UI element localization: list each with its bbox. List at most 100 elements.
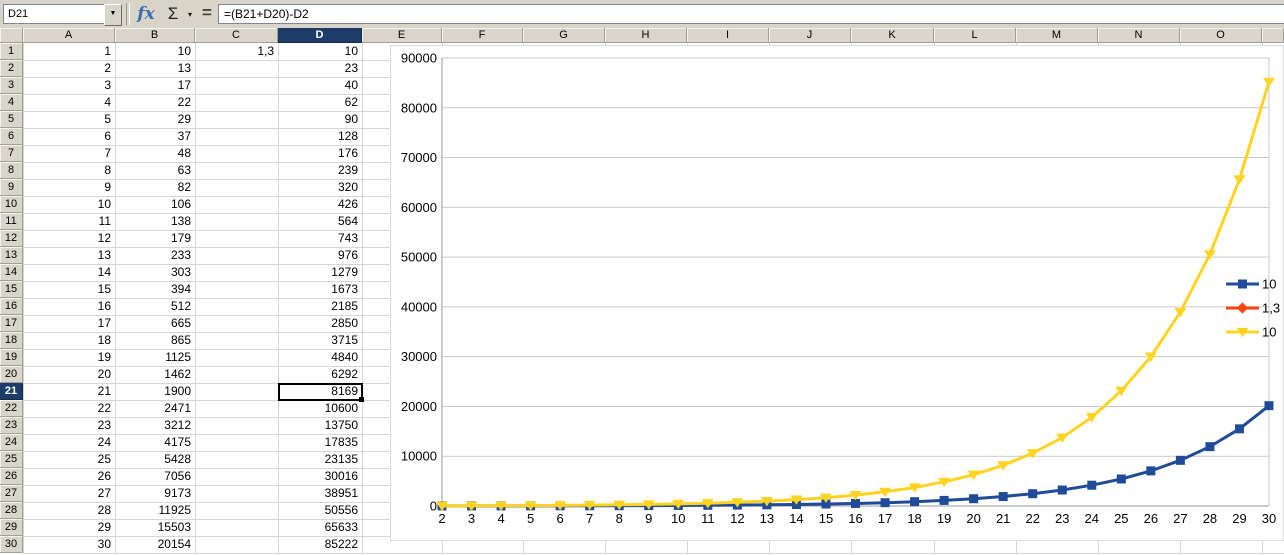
column-header-L[interactable]: L xyxy=(934,28,1016,43)
column-header-O[interactable]: O xyxy=(1180,28,1262,43)
cell-D6[interactable]: 128 xyxy=(337,129,358,143)
row-header-2[interactable]: 2 xyxy=(0,60,23,77)
cell-B10[interactable]: 106 xyxy=(170,197,191,211)
row-header-25[interactable]: 25 xyxy=(0,451,23,468)
cell-D12[interactable]: 743 xyxy=(337,231,358,245)
cell-A10[interactable]: 10 xyxy=(97,197,111,211)
column-header-A[interactable]: A xyxy=(23,28,115,43)
cell-D5[interactable]: 90 xyxy=(344,112,358,126)
cell-A14[interactable]: 14 xyxy=(97,265,111,279)
row-header-13[interactable]: 13 xyxy=(0,247,23,264)
cell-D15[interactable]: 1673 xyxy=(331,282,358,296)
formula-input[interactable]: =(B21+D20)-D2 xyxy=(218,4,1284,24)
cell-A18[interactable]: 18 xyxy=(97,333,111,347)
cell-A17[interactable]: 17 xyxy=(97,316,111,330)
cell-D28[interactable]: 50556 xyxy=(324,503,358,517)
cell-A28[interactable]: 28 xyxy=(97,503,111,517)
cell-A5[interactable]: 5 xyxy=(104,112,111,126)
cell-B29[interactable]: 15503 xyxy=(157,520,191,534)
cell-B26[interactable]: 7056 xyxy=(164,469,191,483)
cell-D20[interactable]: 6292 xyxy=(331,367,358,381)
row-header-22[interactable]: 22 xyxy=(0,400,23,417)
column-header-cut[interactable] xyxy=(1262,28,1284,43)
cell-D10[interactable]: 426 xyxy=(337,197,358,211)
cell-A22[interactable]: 22 xyxy=(97,401,111,415)
cell-D27[interactable]: 38951 xyxy=(324,486,358,500)
cell-B13[interactable]: 233 xyxy=(170,248,191,262)
cell-B23[interactable]: 3212 xyxy=(164,418,191,432)
cell-B16[interactable]: 512 xyxy=(170,299,191,313)
cell-A23[interactable]: 23 xyxy=(97,418,111,432)
row-header-18[interactable]: 18 xyxy=(0,332,23,349)
row-header-19[interactable]: 19 xyxy=(0,349,23,366)
row-header-4[interactable]: 4 xyxy=(0,94,23,111)
cell-A8[interactable]: 8 xyxy=(104,163,111,177)
row-header-28[interactable]: 28 xyxy=(0,502,23,519)
cell-A11[interactable]: 11 xyxy=(98,214,111,228)
cell-A20[interactable]: 20 xyxy=(97,367,111,381)
cell-D21[interactable]: 8169 xyxy=(331,384,358,398)
cell-B22[interactable]: 2471 xyxy=(164,401,191,415)
cell-A15[interactable]: 15 xyxy=(97,282,111,296)
cell-A3[interactable]: 3 xyxy=(104,78,111,92)
chart[interactable]: 0 10000 20000 30000 40000 50000 60000 70000 8000… xyxy=(390,45,1284,541)
sum-icon[interactable]: Σ xyxy=(167,4,179,23)
cell-D19[interactable]: 4840 xyxy=(331,350,358,364)
cell-B2[interactable]: 13 xyxy=(177,61,191,75)
cell-D22[interactable]: 10600 xyxy=(324,401,358,415)
row-header-6[interactable]: 6 xyxy=(0,128,23,145)
row-header-20[interactable]: 20 xyxy=(0,366,23,383)
cell-B20[interactable]: 1462 xyxy=(164,367,191,381)
cell-D8[interactable]: 239 xyxy=(337,163,358,177)
cell-D26[interactable]: 30016 xyxy=(324,469,358,483)
cell-D17[interactable]: 2850 xyxy=(331,316,358,330)
cell-B5[interactable]: 29 xyxy=(177,112,191,126)
cell-B27[interactable]: 9173 xyxy=(164,486,191,500)
cell-A4[interactable]: 4 xyxy=(104,95,111,109)
cell-D16[interactable]: 2185 xyxy=(331,299,358,313)
column-header-F[interactable]: F xyxy=(442,28,523,43)
cell-D3[interactable]: 40 xyxy=(344,78,358,92)
cell-A2[interactable]: 2 xyxy=(104,61,111,75)
row-header-7[interactable]: 7 xyxy=(0,145,23,162)
column-header-N[interactable]: N xyxy=(1098,28,1180,43)
row-header-23[interactable]: 23 xyxy=(0,417,23,434)
column-header-E[interactable]: E xyxy=(362,28,442,43)
cell-D4[interactable]: 62 xyxy=(344,95,358,109)
cell-A13[interactable]: 13 xyxy=(97,248,111,262)
column-header-I[interactable]: I xyxy=(687,28,769,43)
selection-fill-handle[interactable] xyxy=(359,397,364,402)
column-header-H[interactable]: H xyxy=(605,28,687,43)
column-header-M[interactable]: M xyxy=(1016,28,1098,43)
cell-D23[interactable]: 13750 xyxy=(324,418,358,432)
cell-B11[interactable]: 138 xyxy=(170,214,191,228)
column-header-K[interactable]: K xyxy=(851,28,934,43)
row-header-24[interactable]: 24 xyxy=(0,434,23,451)
cell-A29[interactable]: 29 xyxy=(97,520,111,534)
column-header-B[interactable]: B xyxy=(115,28,195,43)
row-header-29[interactable]: 29 xyxy=(0,519,23,536)
cell-A6[interactable]: 6 xyxy=(104,129,111,143)
row-header-8[interactable]: 8 xyxy=(0,162,23,179)
cell-A9[interactable]: 9 xyxy=(104,180,111,194)
cell-B15[interactable]: 394 xyxy=(170,282,191,296)
row-header-15[interactable]: 15 xyxy=(0,281,23,298)
function-wizard-icon[interactable]: fx xyxy=(137,4,155,24)
row-header-1[interactable]: 1 xyxy=(0,43,23,60)
row-header-27[interactable]: 27 xyxy=(0,485,23,502)
column-header-D[interactable]: D xyxy=(278,28,362,43)
row-header-14[interactable]: 14 xyxy=(0,264,23,281)
row-header-9[interactable]: 9 xyxy=(0,179,23,196)
cell-B1[interactable]: 10 xyxy=(177,44,191,58)
row-header-17[interactable]: 17 xyxy=(0,315,23,332)
cell-D9[interactable]: 320 xyxy=(337,180,358,194)
cell-D30[interactable]: 85222 xyxy=(324,537,358,551)
cell-B14[interactable]: 303 xyxy=(170,265,191,279)
cell-B30[interactable]: 20154 xyxy=(157,537,191,551)
cell-D25[interactable]: 23135 xyxy=(324,452,358,466)
row-header-5[interactable]: 5 xyxy=(0,111,23,128)
selected-cell-outline[interactable] xyxy=(278,383,364,402)
cell-D14[interactable]: 1279 xyxy=(331,265,358,279)
cell-A27[interactable]: 27 xyxy=(97,486,111,500)
cell-D18[interactable]: 3715 xyxy=(331,333,358,347)
